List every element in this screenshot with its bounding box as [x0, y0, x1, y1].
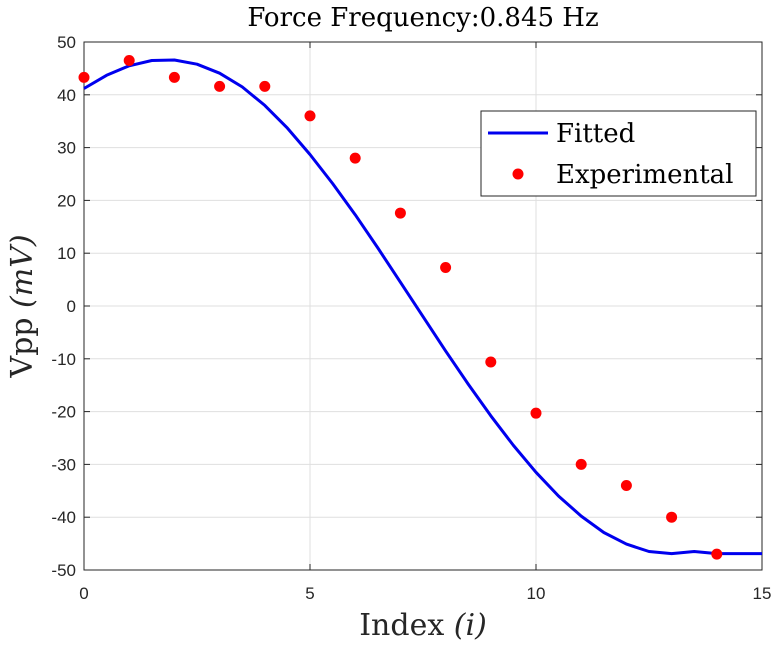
- experimental-point: [259, 80, 271, 92]
- experimental-point: [530, 407, 542, 419]
- fitted-line: [83, 58, 762, 556]
- y-axis-label-var: (mV): [5, 234, 40, 308]
- legend: Fitted Experimental: [480, 110, 757, 197]
- y-tick-label: -40: [51, 508, 76, 527]
- y-tick-label: 20: [57, 191, 76, 210]
- y-axis-label: Vpp (mV): [5, 234, 40, 378]
- y-tick-label: -20: [51, 403, 76, 422]
- y-tick-label: 0: [67, 297, 76, 316]
- plot-content: [78, 54, 762, 560]
- experimental-point: [620, 480, 632, 492]
- y-axis-label-main: Vpp: [5, 318, 40, 379]
- legend-dot-swatch: [512, 168, 524, 180]
- x-tick-label: 15: [753, 584, 772, 603]
- experimental-point: [123, 54, 135, 66]
- experimental-point: [711, 548, 723, 560]
- experimental-point: [349, 152, 361, 164]
- experimental-point: [666, 511, 678, 523]
- y-tick-label: 40: [57, 86, 76, 105]
- experimental-point: [304, 110, 316, 122]
- experimental-point: [168, 71, 180, 83]
- experimental-point: [78, 71, 90, 83]
- y-tick-label: -30: [51, 455, 76, 474]
- legend-box: [480, 110, 757, 197]
- experimental-point: [485, 356, 497, 368]
- x-axis-label-main: Index: [359, 608, 444, 643]
- y-tick-label: -10: [51, 350, 76, 369]
- legend-label-experimental: Experimental: [556, 160, 733, 190]
- legend-label-fitted: Fitted: [556, 119, 635, 149]
- x-tick-label: 0: [79, 584, 88, 603]
- x-tick-label: 5: [305, 584, 314, 603]
- experimental-point: [394, 207, 406, 219]
- y-axis-ticks: -50 -40 -30 -20 -10 0 10 20 30 40 50: [51, 33, 762, 580]
- y-tick-label: 30: [57, 139, 76, 158]
- x-axis-ticks: 0 5 10 15: [79, 42, 771, 603]
- experimental-point: [440, 261, 452, 273]
- experimental-point: [575, 458, 587, 470]
- x-axis-label: Index (i): [359, 608, 487, 643]
- x-axis-label-var: (i): [454, 608, 487, 643]
- experimental-point: [214, 80, 226, 92]
- y-tick-label: 10: [57, 244, 76, 263]
- y-tick-label: 50: [57, 33, 76, 52]
- chart-title: Force Frequency:0.845 Hz: [247, 3, 598, 33]
- y-tick-label: -50: [51, 561, 76, 580]
- x-tick-label: 10: [527, 584, 546, 603]
